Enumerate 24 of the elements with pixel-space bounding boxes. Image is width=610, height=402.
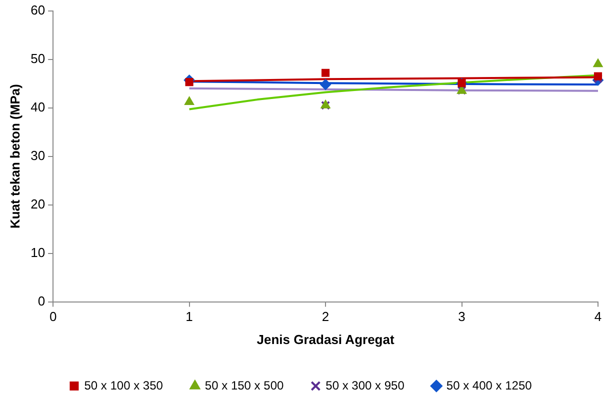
y-tick-label: 50 [30, 50, 46, 66]
x-axis-title: Jenis Gradasi Agregat [256, 332, 395, 347]
legend-label: 50 x 400 x 1250 [446, 378, 532, 392]
x-tick-label: 0 [49, 309, 57, 324]
y-tick-label: 40 [30, 99, 46, 114]
legend-label: 50 x 100 x 350 [84, 378, 164, 392]
x-tick-label: 1 [186, 309, 193, 324]
y-tick-label: 30 [30, 148, 46, 163]
y-axis-title: Kuat tekan beton (MPa) [7, 84, 22, 229]
x-tick-label: 3 [458, 309, 466, 324]
point [321, 68, 330, 77]
point [593, 58, 603, 68]
legend-label: 50 x 150 x 500 [204, 378, 284, 392]
y-tick-label: 0 [38, 293, 46, 308]
y-tick-label: 60 [30, 2, 46, 18]
y-tick-label: 10 [30, 244, 46, 260]
point [320, 79, 332, 90]
point [594, 72, 602, 80]
point [184, 96, 194, 105]
y-tick-label: 20 [30, 196, 46, 212]
x-tick-label: 4 [594, 309, 602, 324]
x-tick-label: 2 [322, 309, 330, 324]
point [185, 78, 194, 86]
legend-label: 50 x 300 x 950 [326, 378, 405, 392]
